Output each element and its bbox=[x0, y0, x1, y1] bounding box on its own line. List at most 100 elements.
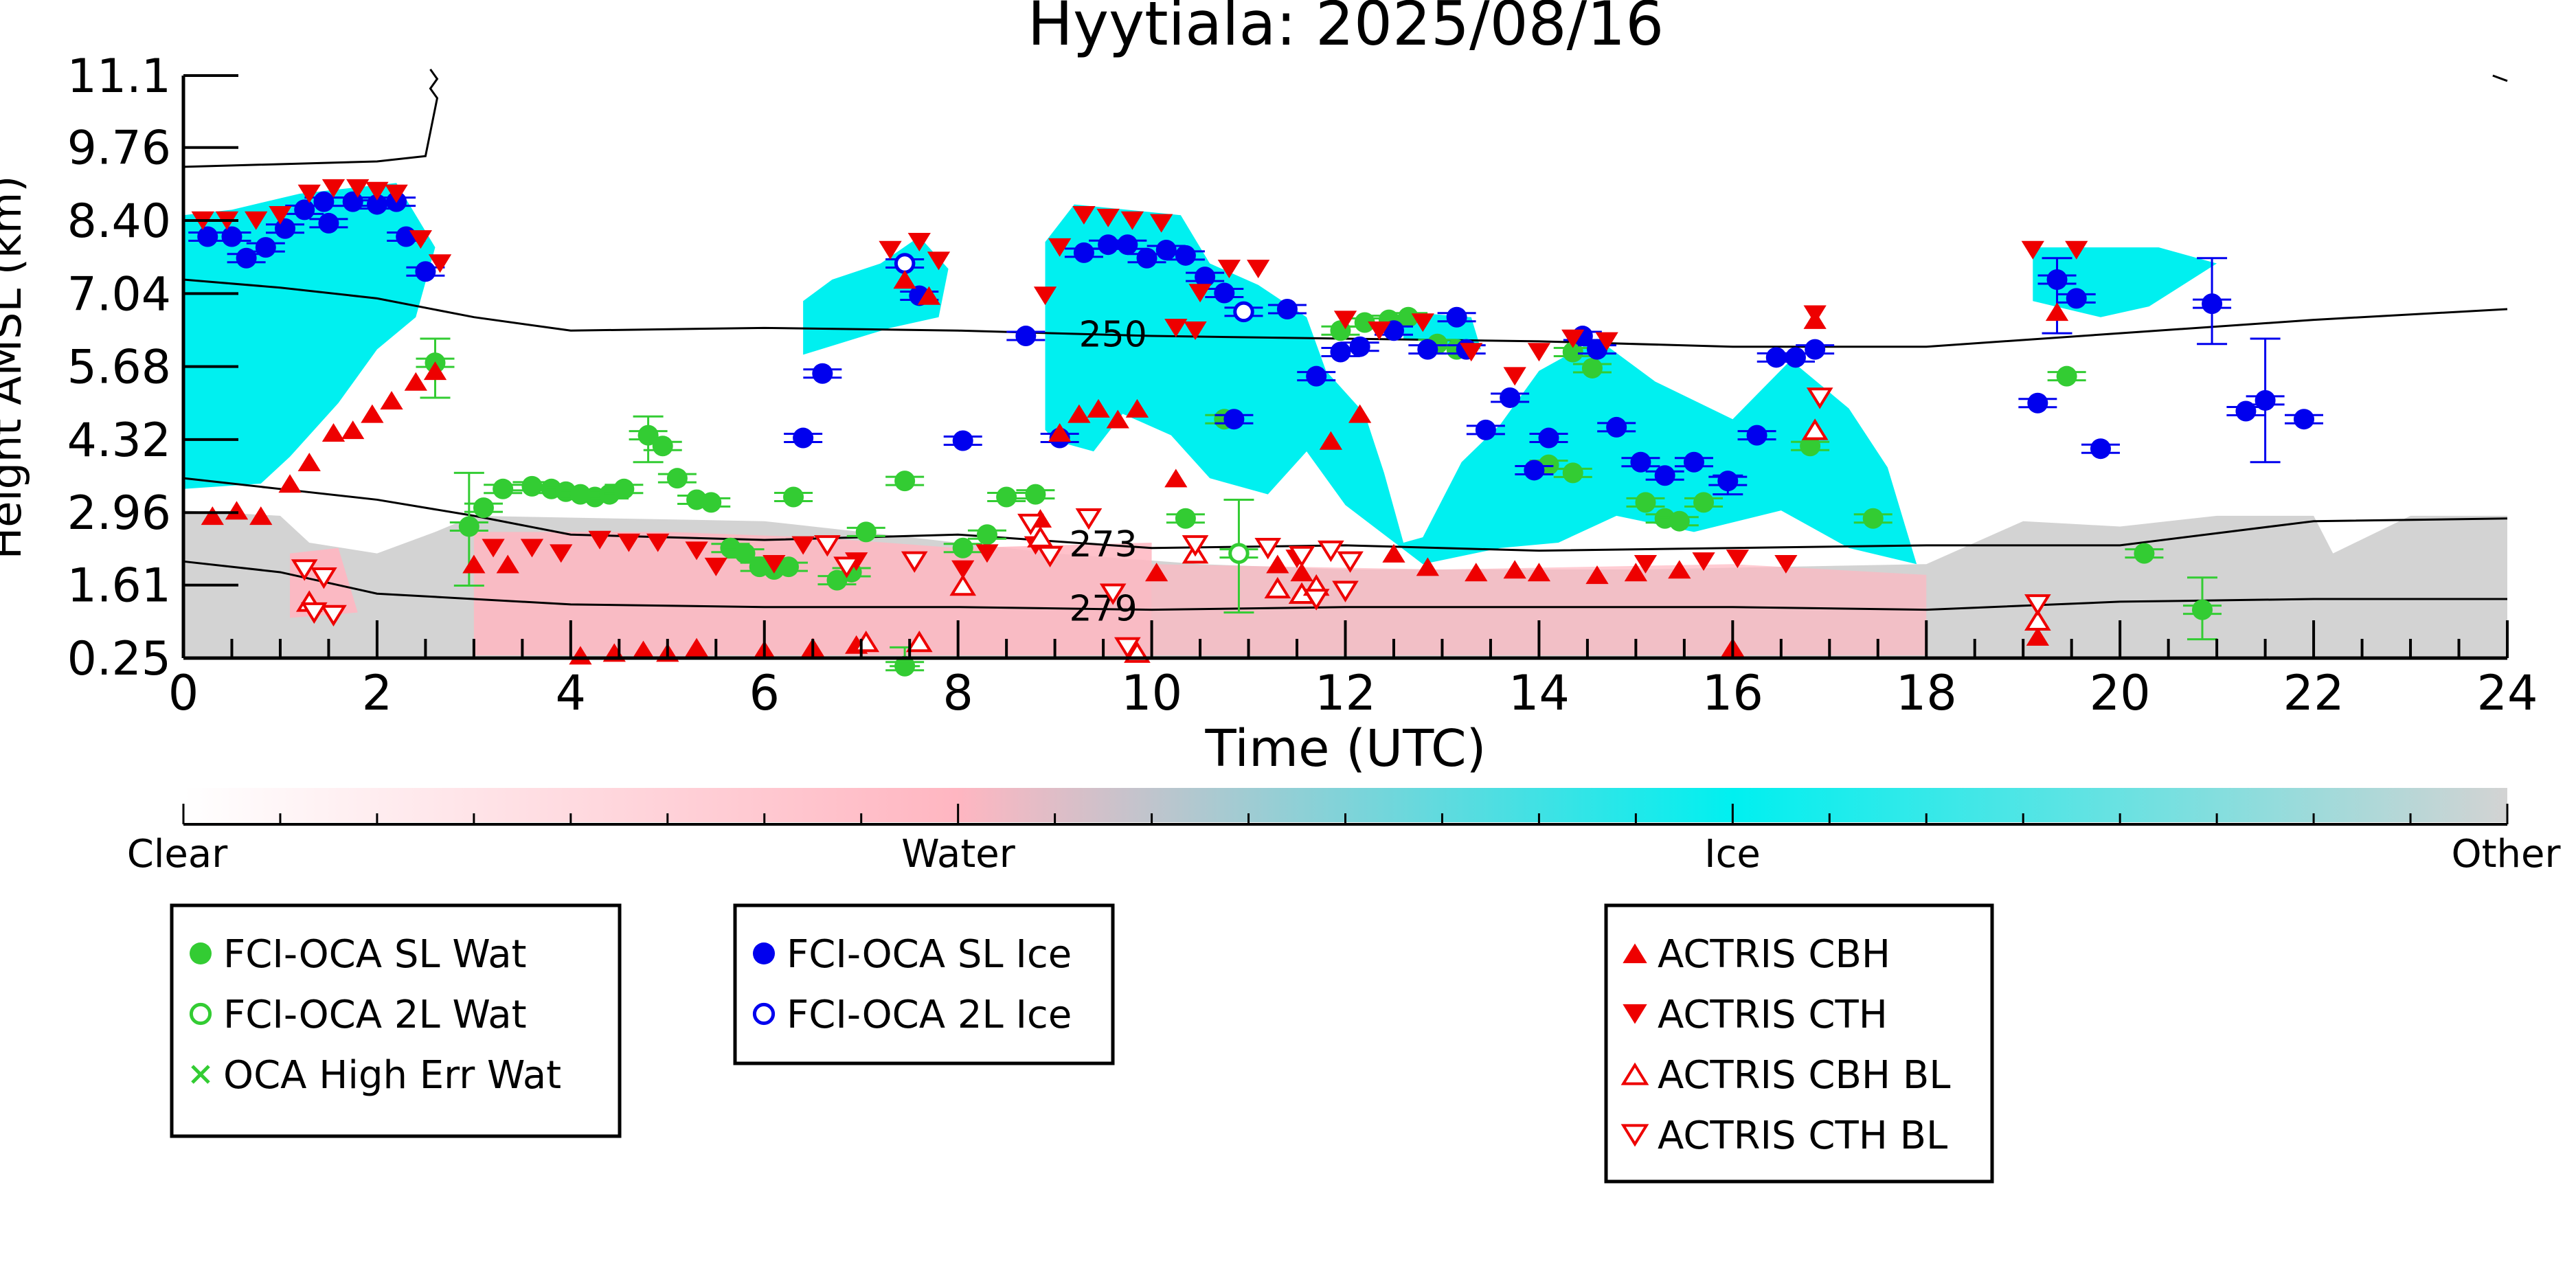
data-point bbox=[2191, 599, 2213, 620]
data-point bbox=[1330, 341, 1351, 363]
data-point bbox=[275, 218, 296, 239]
data-point bbox=[1306, 365, 1327, 387]
colorbar-label-ice: Ice bbox=[1704, 832, 1761, 877]
data-point bbox=[1332, 580, 1359, 602]
data-point bbox=[2045, 302, 2069, 321]
data-point bbox=[1150, 214, 1173, 233]
data-point bbox=[1368, 321, 1391, 340]
data-point bbox=[812, 363, 833, 384]
data-point bbox=[1164, 468, 1188, 488]
data-point bbox=[1746, 425, 1767, 446]
data-point bbox=[1098, 234, 1119, 256]
legend-entry-label: ACTRIS CBH bbox=[1658, 932, 1890, 977]
legend-marker bbox=[753, 942, 775, 964]
data-point bbox=[1561, 329, 1585, 348]
data-point bbox=[380, 391, 403, 410]
data-point bbox=[2202, 293, 2223, 315]
legend-box-3: ACTRIS CBH ACTRIS CTH ACTRIS CBH BL ACTRIS … bbox=[1604, 903, 1994, 1184]
series-fci-oca-2l-wat bbox=[1219, 543, 1258, 564]
data-point bbox=[762, 554, 786, 574]
data-point bbox=[361, 404, 384, 423]
data-point bbox=[1669, 510, 1690, 532]
data-point bbox=[1264, 576, 1291, 599]
data-point bbox=[1025, 484, 1046, 505]
data-point bbox=[1805, 339, 1826, 360]
data-point bbox=[917, 286, 941, 305]
data-point bbox=[1333, 310, 1357, 330]
data-point bbox=[1465, 563, 1488, 582]
tropopause-end-path bbox=[2492, 74, 2508, 82]
data-point bbox=[704, 557, 727, 576]
data-point bbox=[318, 212, 339, 234]
data-point bbox=[321, 423, 346, 442]
axes: 0 2 4 6 8 10 12 14 16 18 20 22 240.251.612.964.325.6… bbox=[67, 49, 2538, 721]
data-point bbox=[458, 516, 479, 537]
data-point bbox=[1228, 543, 1250, 564]
data-point bbox=[1072, 205, 1096, 225]
data-point bbox=[975, 544, 999, 563]
data-point bbox=[1155, 240, 1177, 261]
data-point bbox=[2066, 288, 2087, 309]
colorbar-label-other: Other bbox=[2451, 832, 2561, 877]
data-point bbox=[385, 184, 408, 203]
data-point bbox=[297, 453, 321, 471]
y-tick-label: 4.32 bbox=[67, 414, 171, 468]
series-actris-cth bbox=[191, 179, 2088, 579]
data-point bbox=[1527, 563, 1551, 582]
data-point bbox=[1195, 267, 1216, 288]
data-point bbox=[1774, 554, 1798, 574]
data-point bbox=[1800, 436, 1821, 457]
data-point bbox=[1075, 508, 1103, 530]
isotherm-label: 279 bbox=[1069, 589, 1137, 630]
data-point bbox=[952, 537, 973, 558]
isotherm-label: 250 bbox=[1079, 314, 1147, 355]
data-point bbox=[701, 492, 722, 513]
x-tick-label: 24 bbox=[2476, 665, 2538, 721]
data-point bbox=[833, 556, 860, 578]
data-point bbox=[1015, 326, 1037, 347]
data-point bbox=[1527, 343, 1551, 362]
legend-entry-label: FCI-OCA SL Ice bbox=[787, 932, 1072, 977]
data-point bbox=[482, 539, 505, 558]
colorbar-ticks bbox=[182, 804, 2509, 824]
data-point bbox=[901, 551, 928, 573]
data-point bbox=[893, 270, 916, 289]
y-tick-label: 11.1 bbox=[67, 49, 171, 104]
series-actris-cth-bl bbox=[291, 387, 2051, 659]
y-axis-label: Height AMSL (km) bbox=[0, 176, 31, 560]
data-point bbox=[496, 554, 519, 574]
data-point bbox=[2255, 389, 2276, 411]
data-point bbox=[1017, 513, 1044, 536]
data-point bbox=[423, 361, 447, 381]
data-point bbox=[520, 539, 544, 558]
data-point bbox=[791, 536, 815, 555]
data-point bbox=[1417, 339, 1438, 360]
data-point bbox=[879, 240, 902, 260]
colorbar-label-clear: Clear bbox=[127, 832, 228, 877]
data-point bbox=[1538, 427, 1559, 449]
data-point bbox=[1503, 560, 1526, 579]
data-point bbox=[1460, 343, 1483, 362]
data-point bbox=[1630, 451, 1651, 473]
data-point bbox=[1048, 423, 1072, 442]
legend-entry-label: FCI-OCA SL Wat bbox=[223, 932, 527, 977]
colorbar: Clear Water Ice Other bbox=[127, 788, 2561, 877]
data-point bbox=[951, 560, 975, 579]
legend-box-2: FCI-OCA SL Ice FCI-OCA 2L Ice bbox=[733, 903, 1115, 1065]
data-point bbox=[1175, 508, 1196, 529]
data-point bbox=[1125, 398, 1149, 418]
data-point bbox=[1398, 306, 1419, 328]
data-point bbox=[1692, 552, 1715, 572]
data-point bbox=[637, 425, 659, 446]
data-point bbox=[1446, 306, 1467, 328]
data-point bbox=[1318, 540, 1344, 563]
data-point bbox=[1217, 260, 1241, 279]
data-point bbox=[2046, 269, 2068, 290]
data-point bbox=[197, 226, 218, 247]
x-tick-label: 16 bbox=[1702, 665, 1763, 721]
data-point bbox=[1500, 387, 1521, 408]
data-point bbox=[1503, 367, 1526, 386]
data-point bbox=[1524, 460, 1545, 481]
legend-marker bbox=[191, 1065, 210, 1084]
data-point bbox=[278, 474, 302, 493]
